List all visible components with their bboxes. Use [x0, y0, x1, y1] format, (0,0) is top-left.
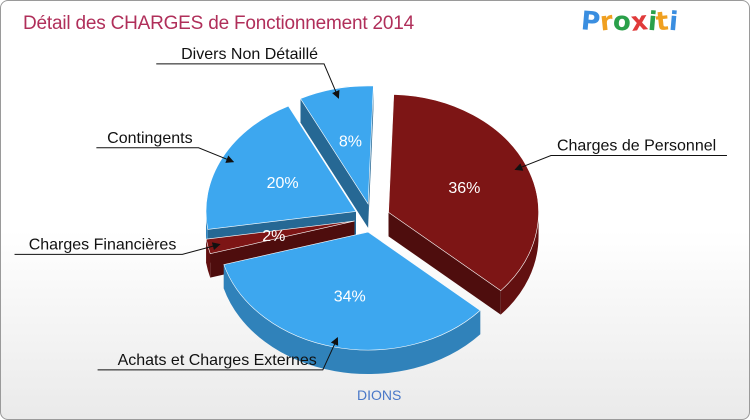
slice-side-wall: [500, 212, 539, 315]
label-leader-line: [96, 147, 235, 163]
commune-name: DIONS: [357, 387, 402, 403]
label-leader-line: [156, 63, 340, 99]
slice-category-label: Divers Non Détaillé: [181, 46, 318, 63]
pie-slice[interactable]: [300, 85, 374, 205]
slice-percent-label: 8%: [339, 134, 362, 151]
slice-category-label: Achats et Charges Externes: [118, 352, 317, 369]
pie-slice[interactable]: [223, 231, 481, 351]
pie-slice[interactable]: [205, 220, 355, 254]
slice-cut-wall: [388, 212, 501, 315]
slice-percent-label: 2%: [262, 228, 285, 245]
slice-percent-label: 34%: [334, 288, 366, 305]
pie-slice[interactable]: [388, 94, 539, 292]
slice-category-label: Charges Financières: [29, 236, 177, 253]
label-leader-line: [14, 242, 221, 255]
label-leader-line: [97, 336, 339, 371]
slice-category-label: Contingents: [107, 130, 192, 147]
slice-side-wall: [223, 264, 481, 375]
chart-title: Détail des CHARGES de Fonctionnement 201…: [23, 13, 415, 34]
label-leader-line: [514, 155, 727, 171]
slice-percent-label: 36%: [448, 180, 480, 197]
slice-cut-wall: [300, 98, 369, 228]
slice-percent-label: 20%: [267, 175, 299, 192]
slice-side-wall: [206, 239, 211, 278]
slice-category-label: Charges de Personnel: [557, 138, 716, 155]
